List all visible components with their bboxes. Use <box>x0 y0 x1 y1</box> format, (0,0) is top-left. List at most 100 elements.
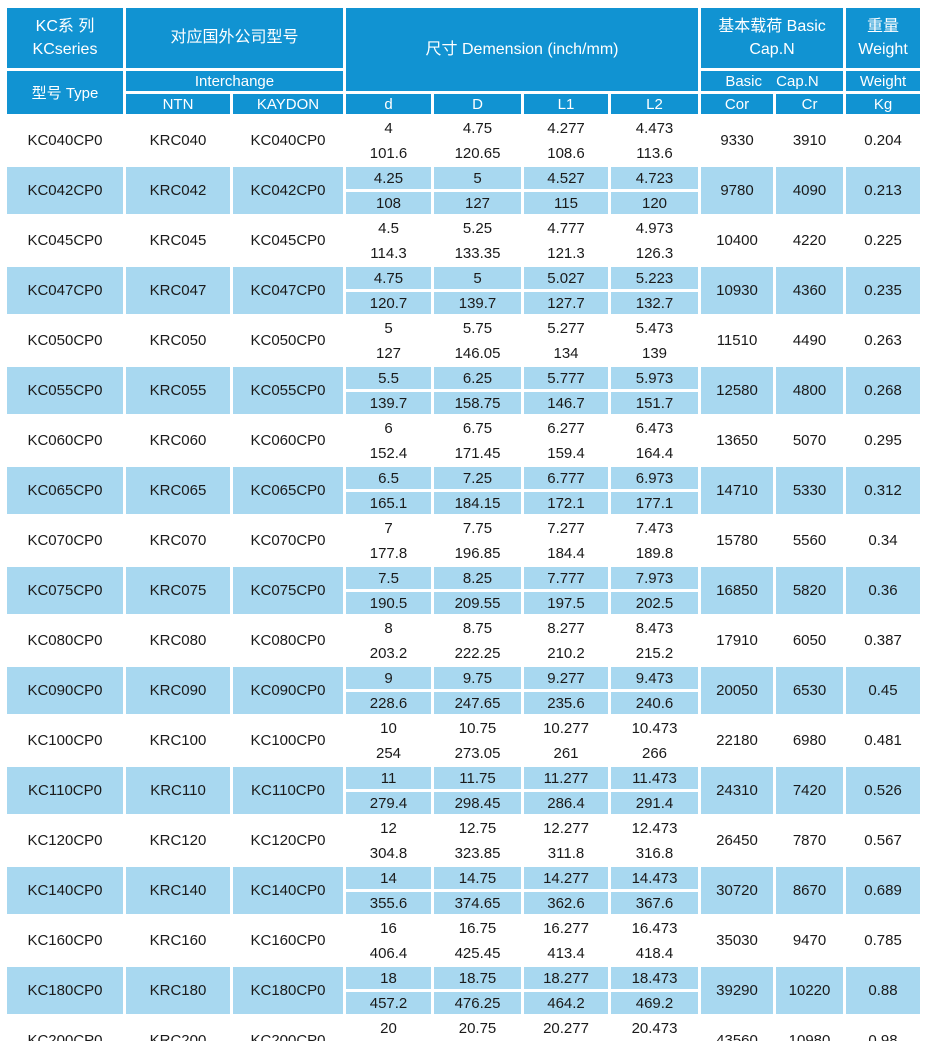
cell-D-mm: 425.45 <box>434 942 522 964</box>
cell-d-mm: 114.3 <box>346 242 432 264</box>
cell-cr: 4800 <box>776 367 844 414</box>
cell-L1-mm: 108.6 <box>524 142 609 164</box>
cell-cor: 20050 <box>701 667 774 714</box>
cell-L2-inch: 7.973 <box>611 567 699 589</box>
cell-D-inch: 7.25 <box>434 467 522 489</box>
cell-L2-mm: 367.6 <box>611 892 699 914</box>
cell-d-mm: 279.4 <box>346 792 432 814</box>
cell-D-inch: 4.75 <box>434 117 522 139</box>
cell-cr: 5330 <box>776 467 844 514</box>
cell-ntn: KRC110 <box>126 767 230 814</box>
cell-cr: 10220 <box>776 967 844 1014</box>
cell-kg: 0.481 <box>846 717 921 764</box>
cell-L2-inch: 4.723 <box>611 167 699 189</box>
cell-kaydon: KC040CP0 <box>233 117 344 164</box>
cell-L2-mm: 418.4 <box>611 942 699 964</box>
cell-D-inch: 8.75 <box>434 617 522 639</box>
cell-kg: 0.526 <box>846 767 921 814</box>
cell-L1-inch: 6.277 <box>524 417 609 439</box>
table-row: KC070CP0 KRC070 KC070CP0 7 7.75 7.277 7.… <box>7 517 921 564</box>
cell-d-mm: 304.8 <box>346 842 432 864</box>
cell-L2-mm: 469.2 <box>611 992 699 1014</box>
table-row-mm: 457.2 476.25 464.2 469.2 <box>7 992 920 1014</box>
cell-cor: 12580 <box>701 367 774 414</box>
cell-kaydon: KC200CP0 <box>233 1017 344 1041</box>
cell-L2-inch: 5.473 <box>611 317 699 339</box>
cell-cr: 9470 <box>776 917 844 964</box>
cell-kaydon: KC140CP0 <box>233 867 344 914</box>
cell-D-inch: 12.75 <box>434 817 522 839</box>
cell-ntn: KRC120 <box>126 817 230 864</box>
cell-L2-inch: 4.473 <box>611 117 699 139</box>
cell-D-mm: 323.85 <box>434 842 522 864</box>
cell-d-mm: 127 <box>346 342 432 364</box>
cell-d-inch: 7.5 <box>346 567 432 589</box>
table-row-mm: 177.8 196.85 184.4 189.8 <box>7 542 920 564</box>
header-basic-cap: 基本载荷 Basic Cap.N <box>701 8 844 68</box>
cell-L2-inch: 5.223 <box>611 267 699 289</box>
cell-d-inch: 20 <box>346 1017 432 1039</box>
cell-ntn: KRC045 <box>126 217 230 264</box>
table-row-mm: 114.3 133.35 121.3 126.3 <box>7 242 920 264</box>
cell-kg: 0.204 <box>846 117 921 164</box>
header-kg: Kg <box>846 94 921 114</box>
cell-kg: 0.98 <box>846 1017 921 1041</box>
cell-d-mm: 139.7 <box>346 392 432 414</box>
cell-L1-mm: 121.3 <box>524 242 609 264</box>
table-row: KC110CP0 KRC110 KC110CP0 11 11.75 11.277… <box>7 767 921 814</box>
cell-cor: 13650 <box>701 417 774 464</box>
cell-ntn: KRC075 <box>126 567 230 614</box>
cell-d-inch: 5.5 <box>346 367 432 389</box>
cell-kg: 0.689 <box>846 867 921 914</box>
cell-type: KC180CP0 <box>7 967 123 1014</box>
table-row: KC075CP0 KRC075 KC075CP0 7.5 8.25 7.777 … <box>7 567 921 614</box>
cell-d-mm: 101.6 <box>346 142 432 164</box>
cell-L2-inch: 20.473 <box>611 1017 699 1039</box>
cell-ntn: KRC070 <box>126 517 230 564</box>
cell-d-inch: 4 <box>346 117 432 139</box>
cell-L2-inch: 4.973 <box>611 217 699 239</box>
cell-d-mm: 120.7 <box>346 292 432 314</box>
cell-L1-mm: 235.6 <box>524 692 609 714</box>
header-weight: 重量 Weight <box>846 8 921 68</box>
cell-L2-inch: 6.473 <box>611 417 699 439</box>
cell-cr: 6980 <box>776 717 844 764</box>
header-interchange-en: Interchange <box>126 71 344 91</box>
cell-D-mm: 222.25 <box>434 642 522 664</box>
cell-L2-inch: 7.473 <box>611 517 699 539</box>
cell-d-inch: 18 <box>346 967 432 989</box>
header-cor: Cor <box>701 94 774 114</box>
cell-ntn: KRC180 <box>126 967 230 1014</box>
cell-cr: 3910 <box>776 117 844 164</box>
cell-ntn: KRC047 <box>126 267 230 314</box>
cell-kaydon: KC045CP0 <box>233 217 344 264</box>
table-row-mm: 355.6 374.65 362.6 367.6 <box>7 892 920 914</box>
cell-kaydon: KC110CP0 <box>233 767 344 814</box>
cell-kaydon: KC090CP0 <box>233 667 344 714</box>
cell-L1-mm: 464.2 <box>524 992 609 1014</box>
cell-cr: 5070 <box>776 417 844 464</box>
cell-ntn: KRC140 <box>126 867 230 914</box>
cell-kaydon: KC047CP0 <box>233 267 344 314</box>
cell-d-inch: 14 <box>346 867 432 889</box>
cell-cor: 17910 <box>701 617 774 664</box>
cell-ntn: KRC050 <box>126 317 230 364</box>
cell-ntn: KRC065 <box>126 467 230 514</box>
cell-d-mm: 355.6 <box>346 892 432 914</box>
header-kaydon: KAYDON <box>233 94 344 114</box>
header-ntn: NTN <box>126 94 230 114</box>
cell-L1-mm: 362.6 <box>524 892 609 914</box>
cell-D-mm: 171.45 <box>434 442 522 464</box>
header-col-L2: L2 <box>611 94 699 114</box>
cell-ntn: KRC200 <box>126 1017 230 1041</box>
table-row-mm: 190.5 209.55 197.5 202.5 <box>7 592 920 614</box>
cell-d-mm: 457.2 <box>346 992 432 1014</box>
cell-L1-mm: 159.4 <box>524 442 609 464</box>
cell-L2-mm: 139 <box>611 342 699 364</box>
cell-d-mm: 190.5 <box>346 592 432 614</box>
table-row: KC140CP0 KRC140 KC140CP0 14 14.75 14.277… <box>7 867 921 914</box>
cell-d-mm: 203.2 <box>346 642 432 664</box>
cell-L2-mm: 132.7 <box>611 292 699 314</box>
cell-d-inch: 7 <box>346 517 432 539</box>
cell-D-mm: 158.75 <box>434 392 522 414</box>
